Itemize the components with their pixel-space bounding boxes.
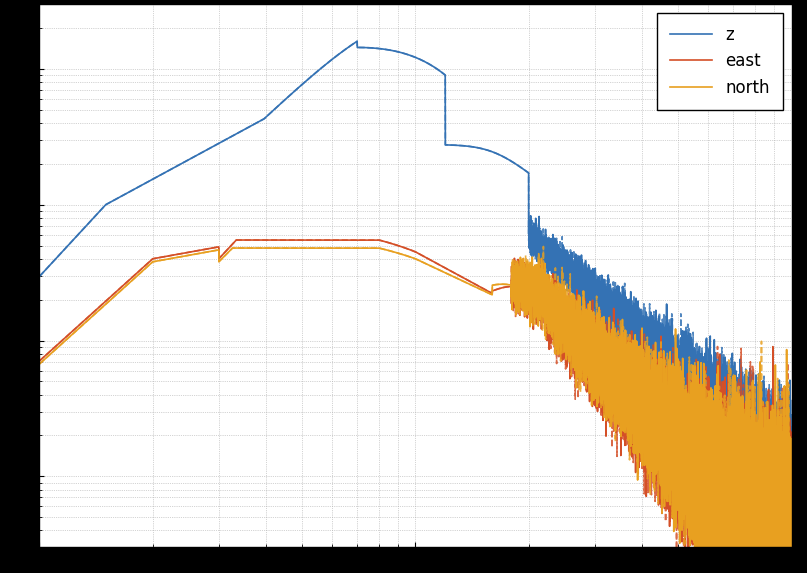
Line: z: z [40, 41, 792, 549]
z [771, 426, 781, 433]
north [669, 426, 679, 433]
north [713, 420, 722, 427]
east [669, 453, 679, 460]
Line: east: east [40, 240, 792, 573]
east [35, 358, 44, 364]
east [713, 435, 722, 442]
north [228, 245, 237, 252]
z [35, 273, 44, 280]
z [776, 446, 785, 453]
z [713, 434, 722, 441]
z [785, 545, 795, 552]
north [776, 462, 785, 469]
east [774, 547, 784, 554]
z [769, 458, 779, 465]
north [769, 565, 779, 572]
z [774, 448, 784, 454]
z [353, 38, 362, 45]
north [35, 360, 44, 367]
north [774, 552, 784, 559]
Line: north: north [40, 248, 792, 573]
z [787, 468, 797, 475]
east [776, 507, 785, 514]
Legend: z, east, north: z, east, north [657, 13, 783, 110]
east [232, 237, 241, 244]
z [669, 369, 679, 376]
